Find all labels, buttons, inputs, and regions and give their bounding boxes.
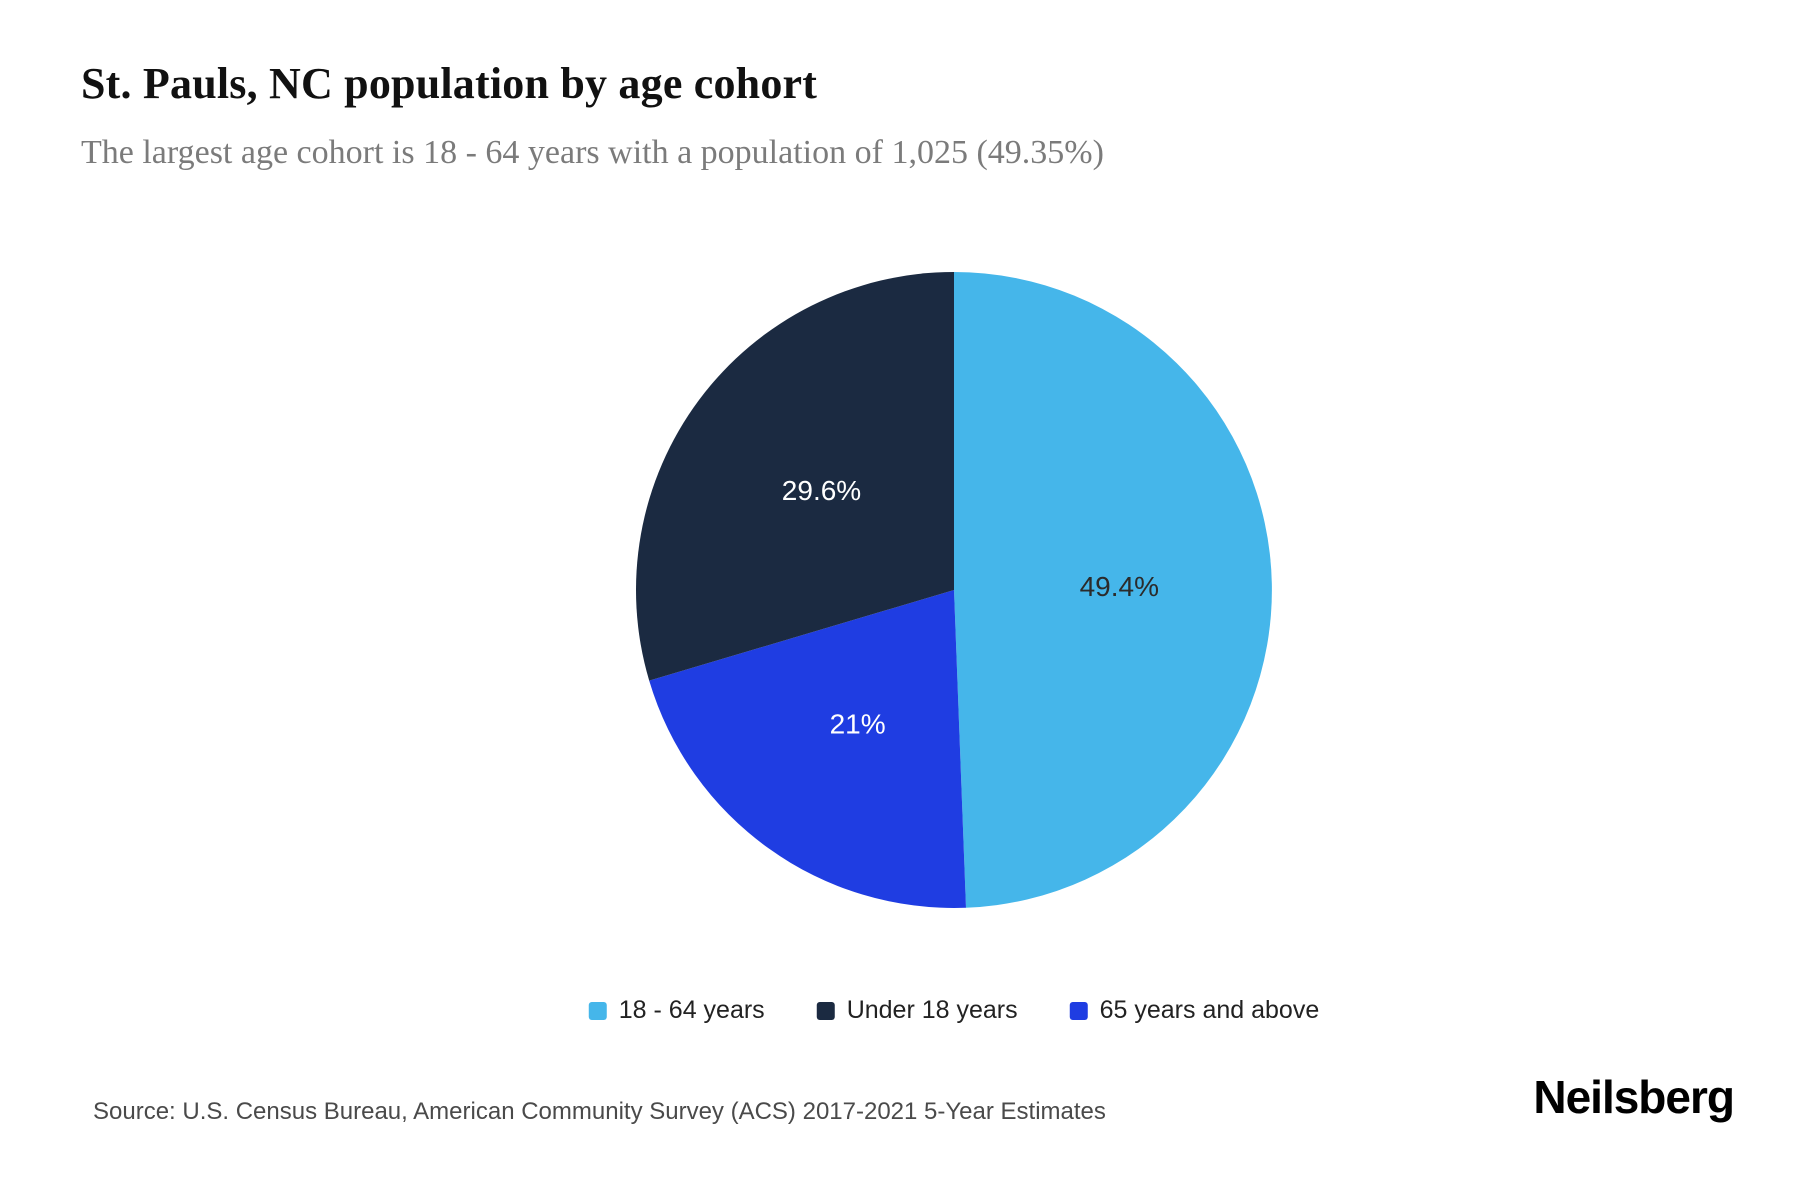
pie-slice-18-64-years [954, 272, 1272, 908]
chart-title: St. Pauls, NC population by age cohort [81, 59, 818, 108]
source-text: Source: U.S. Census Bureau, American Com… [93, 1098, 1106, 1125]
legend-item-under-18-years: Under 18 years [816, 996, 1018, 1025]
legend-swatch-icon [1069, 1001, 1088, 1020]
slice-label-65-years-and-above: 21% [830, 708, 886, 739]
legend-label: 18 - 64 years [618, 996, 765, 1024]
pie-chart: 49.4% 21% 29.6% [634, 270, 1274, 910]
legend-item-65-years-and-above: 65 years and above [1069, 996, 1320, 1025]
legend-label: Under 18 years [846, 996, 1018, 1024]
legend-label: 65 years and above [1099, 996, 1320, 1024]
legend: 18 - 64 years Under 18 years 65 years and … [588, 996, 1320, 1025]
chart-subtitle: The largest age cohort is 18 - 64 years … [81, 134, 1104, 171]
legend-swatch-icon [816, 1001, 835, 1020]
slice-label-18-64-years: 49.4% [1080, 571, 1159, 602]
pie-slice-under-18-years [635, 272, 954, 681]
legend-swatch-icon [588, 1001, 607, 1020]
legend-item-18-64-years: 18 - 64 years [588, 996, 765, 1025]
slice-label-under-18-years: 29.6% [782, 475, 861, 506]
brand-logo: Neilsberg [1533, 1071, 1735, 1123]
pie-svg: 49.4% 21% 29.6% [635, 272, 1272, 908]
pie-slice-65-years-and-above [649, 590, 966, 908]
